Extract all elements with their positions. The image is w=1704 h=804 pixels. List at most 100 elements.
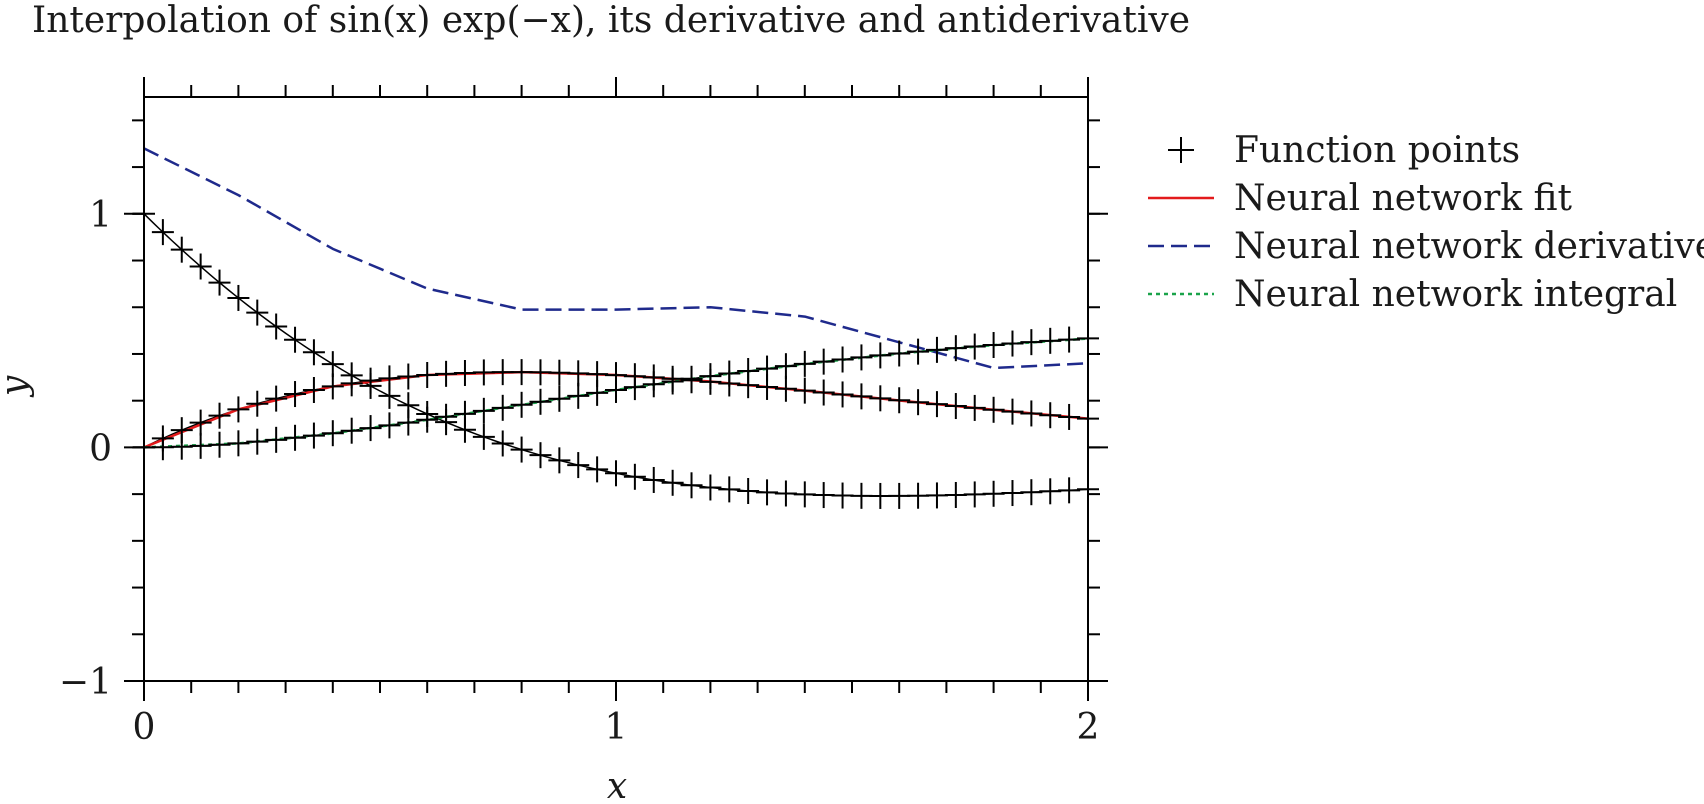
function-point: [756, 355, 779, 382]
function-point: [756, 479, 779, 506]
function-point: [453, 359, 476, 386]
axes: 0 1 2 −1 0 1: [59, 77, 1108, 748]
y-axis-label: y: [0, 375, 35, 398]
legend: Function points Neural network fit Neural …: [1148, 130, 1704, 315]
function-point: [227, 430, 250, 457]
function-point: [718, 476, 741, 503]
function-point: [774, 480, 797, 507]
function-point: [605, 460, 627, 487]
function-point: [246, 299, 269, 326]
function-point: [416, 362, 439, 389]
function-point: [888, 482, 911, 509]
x-axis-label: x: [607, 766, 627, 804]
function-point: [284, 381, 307, 408]
function-point: [963, 333, 986, 360]
function-point: [793, 377, 816, 404]
function-point: [850, 383, 873, 410]
function-point: [963, 481, 986, 508]
function-point: [888, 340, 911, 367]
function-point: [718, 360, 741, 387]
function-point: [642, 371, 665, 398]
function-point: [680, 365, 703, 392]
function-point: [925, 482, 948, 509]
function-point: [812, 379, 835, 406]
function-point: [642, 466, 665, 493]
function-point: [1039, 478, 1062, 505]
function-point: [510, 359, 533, 386]
function-point: [340, 362, 363, 389]
series-line-2: [143, 147, 1089, 370]
function-point: [1058, 403, 1081, 430]
y-tick-label: 1: [89, 195, 112, 236]
function-point: [680, 472, 703, 499]
function-point: [491, 359, 514, 386]
function-point: [170, 433, 193, 460]
x-tick-label: 2: [1077, 707, 1100, 748]
function-point: [850, 344, 873, 371]
function-point: [321, 420, 344, 447]
function-point: [491, 430, 514, 457]
function-point: [435, 360, 458, 387]
function-point: [321, 351, 344, 378]
function-point: [510, 436, 533, 463]
function-point: [548, 359, 571, 386]
function-point: [944, 393, 967, 420]
function-point: [548, 385, 571, 412]
y-tick-label: −1: [59, 662, 112, 703]
chart-title: Interpolation of sin(x) exp(−x), its der…: [32, 0, 1190, 41]
function-point: [850, 482, 873, 509]
function-point: [302, 422, 325, 449]
function-point: [869, 385, 892, 412]
function-point: [1039, 327, 1062, 354]
function-point: [982, 480, 1005, 507]
function-point: [359, 415, 382, 442]
function-point: [189, 253, 212, 280]
function-point: [812, 482, 835, 509]
y-tick-label: 0: [89, 428, 112, 469]
function-point: [982, 396, 1005, 423]
function-point: [302, 376, 325, 403]
function-point: [1058, 326, 1081, 353]
x-tick-label: 1: [605, 707, 628, 748]
function-point: [831, 381, 854, 408]
function-point: [510, 391, 533, 418]
function-point: [925, 391, 948, 418]
function-point: [548, 447, 571, 474]
function-point: [1039, 402, 1062, 429]
function-point: [774, 375, 797, 402]
function-point: [397, 409, 420, 436]
x-tick-label: 0: [133, 707, 156, 748]
function-point: [284, 326, 307, 353]
function-point: [661, 469, 684, 496]
function-point: [284, 424, 307, 451]
function-point: [699, 363, 722, 390]
function-point: [944, 335, 967, 362]
function-point: [831, 346, 854, 373]
function-point: [1020, 400, 1043, 427]
function-point: [208, 431, 231, 458]
function-point: [529, 359, 552, 386]
function-point: [869, 482, 892, 509]
function-point: [265, 385, 288, 412]
function-point: [265, 313, 288, 340]
function-point: [793, 481, 816, 508]
function-point: [416, 406, 439, 433]
function-point: [869, 342, 892, 369]
function-point: [359, 372, 382, 399]
function-point: [302, 339, 325, 366]
function-point: [586, 456, 609, 483]
function-point: [888, 387, 911, 414]
function-point: [246, 390, 269, 417]
function-point: [378, 382, 401, 409]
function-point: [453, 400, 476, 427]
function-point: [793, 350, 816, 377]
function-point: [435, 403, 458, 430]
legend-label: Neural network fit: [1234, 178, 1573, 219]
function-point: [567, 382, 590, 409]
function-point: [925, 336, 948, 363]
legend-label: Neural network derivative: [1234, 226, 1704, 267]
function-point: [812, 348, 835, 375]
function-point: [151, 434, 174, 461]
function-point: [907, 482, 930, 509]
